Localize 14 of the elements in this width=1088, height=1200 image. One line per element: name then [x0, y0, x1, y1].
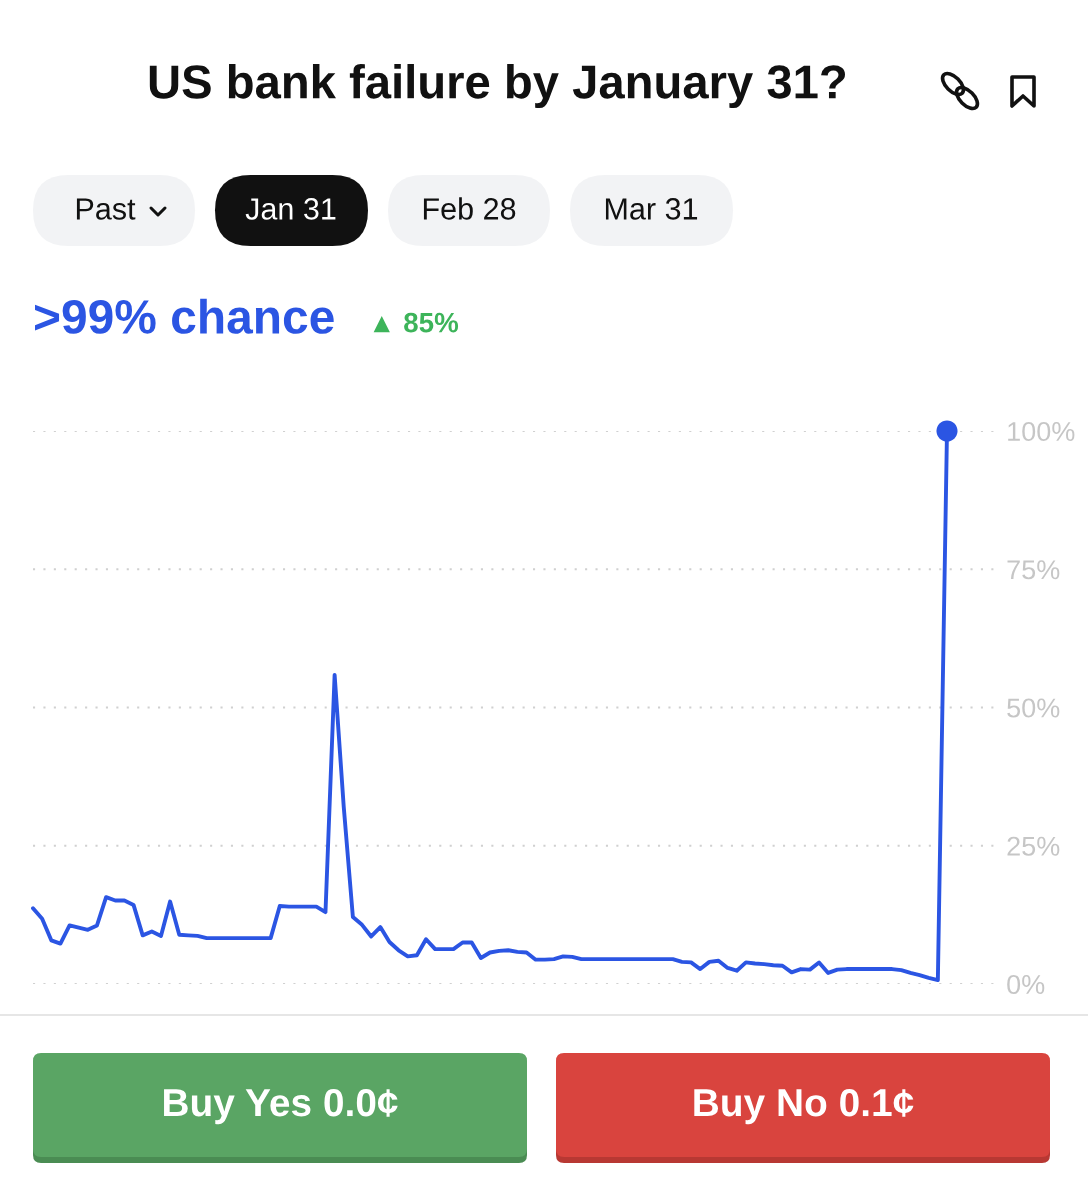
text: >99% chance [35, 298, 334, 334]
text: Buy No 0.1¢ [694, 1088, 914, 1125]
text: Buy Yes 0.0¢ [164, 1088, 398, 1125]
chart-title: US bank failure by January 31? [149, 63, 846, 109]
text: Mar 31 [605, 198, 698, 220]
text: Jan 31 [245, 198, 336, 220]
y-tick-label: 50% [1007, 698, 1060, 718]
y-tick-label: 25% [1007, 836, 1060, 856]
y-tick-label: 100% [1008, 421, 1075, 442]
y-tick-label: 75% [1007, 560, 1060, 580]
text: ▲ 85% [373, 312, 459, 333]
text: Past [76, 198, 136, 220]
text: Feb 28 [423, 197, 516, 220]
y-tick-label: 0% [1007, 974, 1045, 995]
